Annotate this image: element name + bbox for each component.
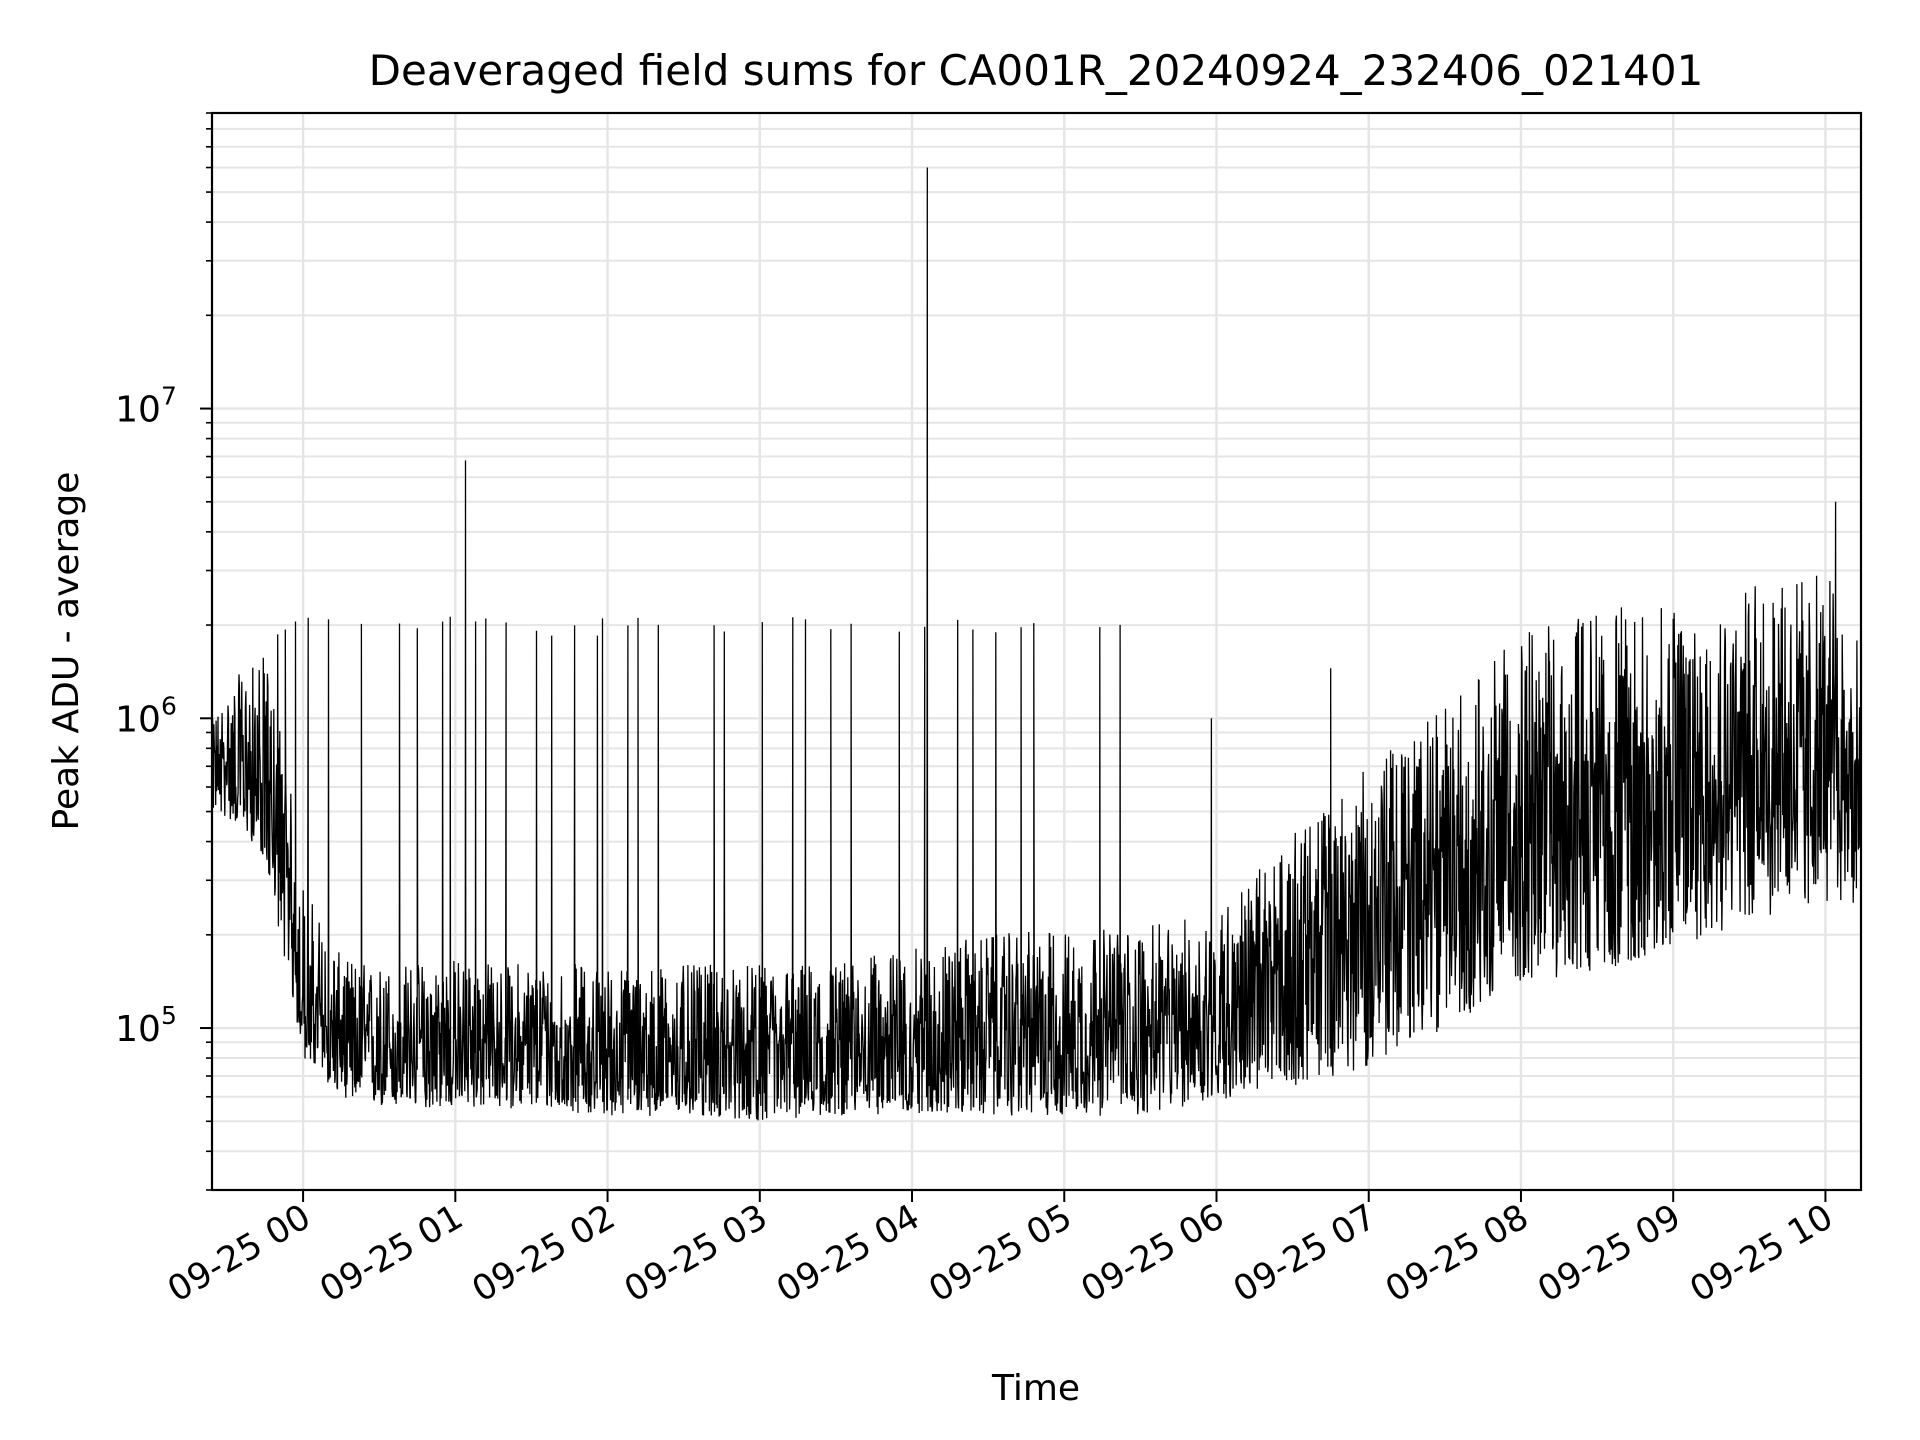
y-tick-label: 107 xyxy=(115,382,177,431)
y-tick-base: 10 xyxy=(115,699,161,740)
y-tick-exponent: 7 xyxy=(161,382,177,411)
y-tick-exponent: 6 xyxy=(161,691,177,720)
plot-frame xyxy=(210,111,1863,1192)
x-axis-label: Time xyxy=(991,1368,1080,1409)
y-axis-label: Peak ADU - average xyxy=(46,472,87,831)
y-tick-base: 10 xyxy=(115,390,161,431)
y-tick-base: 10 xyxy=(115,1009,161,1050)
y-tick-label: 106 xyxy=(115,691,177,740)
chart-title: Deaveraged field sums for CA001R_2024092… xyxy=(369,46,1704,95)
y-tick-label: 105 xyxy=(115,1001,177,1050)
series-trace xyxy=(212,167,1861,1121)
y-tick-exponent: 5 xyxy=(161,1001,177,1030)
series-line xyxy=(212,167,1861,1121)
